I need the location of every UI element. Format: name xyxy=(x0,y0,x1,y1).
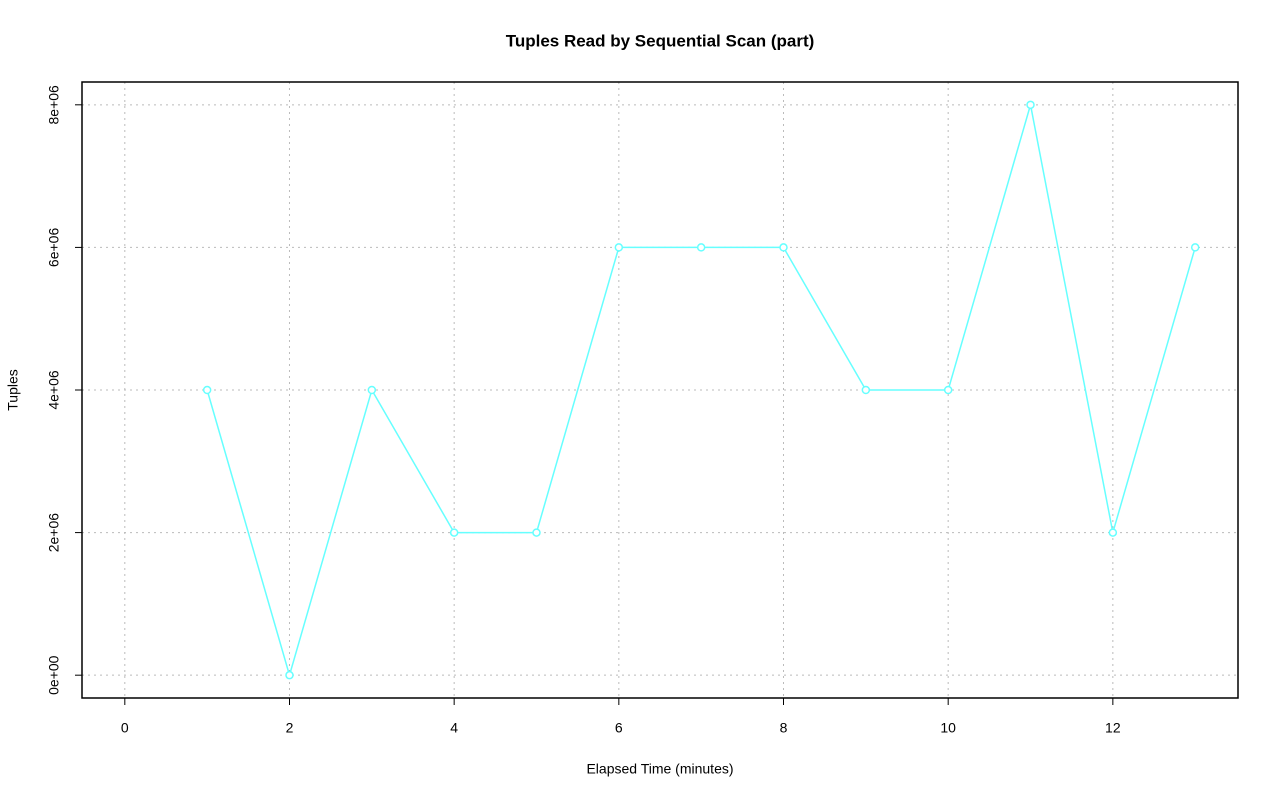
x-tick-label: 10 xyxy=(940,720,956,736)
data-point xyxy=(779,243,788,252)
data-point xyxy=(943,385,953,395)
data-point xyxy=(861,385,871,395)
y-tick-label: 2e+06 xyxy=(46,513,62,553)
x-tick-label: 6 xyxy=(615,720,623,736)
x-tick-label: 0 xyxy=(121,720,129,736)
y-tick-label: 0e+00 xyxy=(46,655,62,695)
x-axis-label: Elapsed Time (minutes) xyxy=(586,761,733,777)
x-tick-label: 12 xyxy=(1105,720,1121,736)
data-point xyxy=(1108,528,1118,537)
data-point xyxy=(285,670,294,680)
data-point xyxy=(532,528,541,537)
y-axis-label: Tuples xyxy=(5,369,21,411)
y-tick-label: 6e+06 xyxy=(46,228,62,268)
x-tick-label: 4 xyxy=(450,720,458,736)
data-point xyxy=(367,385,377,395)
x-tick-label: 8 xyxy=(780,720,788,736)
data-point xyxy=(614,243,624,252)
chart-title: Tuples Read by Sequential Scan (part) xyxy=(506,31,815,50)
data-point xyxy=(1190,243,1200,252)
data-point xyxy=(202,385,212,395)
y-tick-label: 8e+06 xyxy=(46,85,62,125)
data-point xyxy=(449,528,459,537)
y-tick-label: 4e+06 xyxy=(46,370,62,410)
x-tick-label: 2 xyxy=(286,720,294,736)
data-point xyxy=(696,243,706,252)
data-point xyxy=(1026,100,1035,110)
plot-frame xyxy=(81,81,1239,699)
